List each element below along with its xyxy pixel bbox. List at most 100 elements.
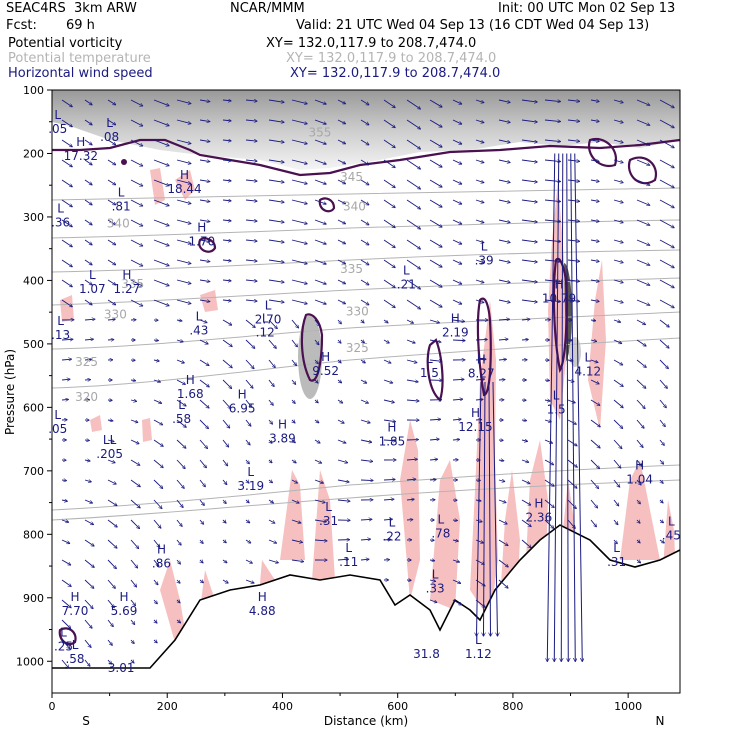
wind-vector [659, 319, 669, 327]
strong-wind-vector [570, 153, 576, 661]
y-tick-label: 1000 [16, 655, 44, 668]
wind-vector [268, 239, 284, 242]
wind-vector [107, 259, 116, 265]
wind-vector [153, 399, 162, 403]
wind-vector [521, 119, 537, 122]
wind-vector [291, 479, 297, 483]
wind-vector [498, 159, 510, 162]
field-xy-theta: XY= 132.0,117.9 to 208.7,474.0 [286, 51, 497, 66]
wind-vector [268, 139, 284, 142]
wind-vector [222, 120, 231, 121]
wind-vector [176, 139, 191, 144]
wind-vector [452, 399, 463, 400]
wind-vector [360, 179, 369, 185]
wind-vector [429, 279, 442, 287]
extremum-value: .58 [65, 652, 84, 666]
wind-vector [337, 319, 341, 324]
wind-vector [268, 319, 277, 329]
wind-vector [475, 399, 483, 400]
wind-vector [660, 500, 663, 503]
wind-vector [406, 199, 420, 209]
extremum-letter: L [475, 633, 482, 647]
extremum-value: .43 [189, 323, 208, 337]
wind-vector [659, 459, 663, 464]
wind-vector [314, 499, 325, 503]
wind-vector [314, 439, 320, 443]
wind-vector [176, 539, 181, 545]
wind-vector [475, 259, 484, 263]
wind-vector [176, 419, 186, 427]
wind-vector [177, 600, 180, 603]
wind-vector [659, 159, 674, 168]
wind-vector [61, 539, 70, 543]
wind-vector [406, 159, 420, 169]
wind-vector [613, 279, 623, 283]
wind-vector [452, 599, 462, 605]
wind-vector [222, 359, 232, 368]
wind-vector [268, 219, 284, 222]
extremum-value: .13 [51, 328, 70, 342]
extremum-value: .05 [48, 122, 67, 136]
wind-vector [84, 179, 92, 185]
strong-wind-vector [483, 381, 485, 636]
theta-label: 345 [340, 170, 363, 184]
wind-vector [84, 579, 94, 588]
wind-vector [406, 479, 416, 480]
wind-vector [222, 459, 228, 466]
wind-vector [291, 519, 301, 523]
wind-vector [222, 180, 231, 181]
theta-labels: 320 325 330 335 340 335 340 345 330 325 355 [75, 125, 369, 404]
wind-vector [268, 339, 276, 348]
extremum-value: .05 [48, 422, 67, 436]
wind-vector [61, 339, 73, 340]
wind-vector [452, 259, 462, 264]
wind-vector [291, 499, 299, 503]
wind-vector [429, 560, 435, 561]
theta-label: 330 [346, 304, 369, 318]
wind-vector [107, 440, 114, 442]
wind-vector [429, 159, 442, 167]
wind-vector [130, 439, 139, 444]
wind-vector [245, 220, 257, 221]
wind-vector [176, 459, 185, 469]
wind-vector [153, 599, 157, 604]
wind-vector [84, 159, 92, 165]
wind-vector [383, 379, 393, 383]
wind-vector [291, 460, 296, 463]
theta-label: 335 [121, 277, 144, 291]
wind-vector [659, 279, 674, 288]
wind-vector [223, 540, 226, 543]
wind-vector [521, 159, 537, 162]
wind-vector [337, 299, 345, 304]
wind-vector [199, 300, 210, 302]
wind-vector [452, 340, 465, 341]
wind-vector [567, 360, 573, 361]
wind-vector [291, 219, 307, 224]
wind-vector [475, 199, 484, 203]
y-tick-label: 600 [23, 401, 44, 414]
wind-vector [153, 99, 169, 106]
wind-vector [268, 299, 284, 302]
extremum-value: .12 [256, 325, 275, 339]
wind-vector [61, 639, 70, 648]
extremum-letter: L [54, 408, 61, 422]
wind-vector [153, 479, 163, 488]
wind-vector [176, 479, 184, 488]
init-time: Init: 00 UTC Mon 02 Sep 13 [498, 1, 676, 16]
wind-vector [222, 240, 231, 241]
wind-vector [383, 219, 395, 228]
wind-vector [130, 199, 143, 206]
wind-vector [291, 279, 307, 284]
strong-wind-vector [547, 153, 556, 661]
wind-vector [245, 280, 257, 281]
wind-vector [590, 499, 597, 508]
wind-vector [337, 399, 343, 403]
wind-vector [567, 479, 577, 488]
wind-vector [291, 299, 307, 304]
wind-vector [107, 420, 113, 421]
wind-vector [590, 320, 596, 321]
wind-core-3 [569, 337, 581, 367]
wind-vector [176, 559, 180, 564]
wind-vector [337, 380, 341, 383]
